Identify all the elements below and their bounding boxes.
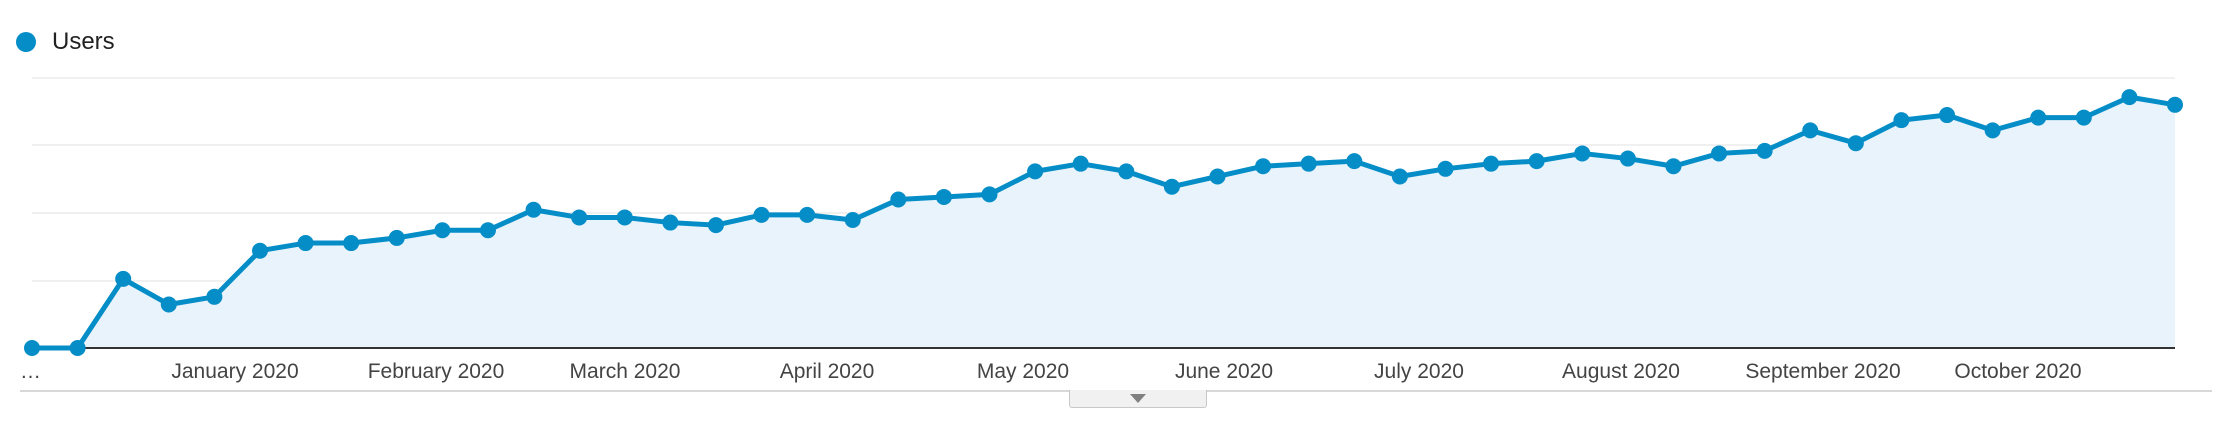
- x-tick-label: July 2020: [1374, 360, 1464, 383]
- data-point: [1756, 142, 1773, 159]
- data-point: [1027, 163, 1044, 180]
- data-point: [1984, 122, 2001, 139]
- data-point: [24, 340, 40, 356]
- data-point: [1939, 107, 1956, 124]
- data-point: [1847, 135, 1864, 152]
- data-point: [1255, 158, 1272, 175]
- data-point: [343, 235, 360, 252]
- data-point: [1528, 153, 1545, 170]
- chevron-down-icon: [1130, 394, 1146, 403]
- data-point: [206, 288, 223, 305]
- data-point: [2030, 109, 2047, 126]
- data-point: [1346, 153, 1363, 170]
- data-point: [525, 201, 542, 218]
- data-point: [1619, 150, 1636, 167]
- data-point: [890, 191, 907, 208]
- data-point: [251, 242, 268, 259]
- data-point: [479, 222, 496, 239]
- data-point: [2121, 89, 2138, 106]
- data-point: [1391, 168, 1408, 185]
- chart-legend: Users: [16, 28, 115, 56]
- x-tick-label: September 2020: [1745, 360, 1900, 383]
- data-point: [571, 209, 588, 226]
- x-tick-label: January 2020: [171, 360, 298, 383]
- data-point: [753, 206, 770, 223]
- data-point: [297, 235, 314, 252]
- data-point: [2167, 96, 2183, 113]
- x-tick-label: May 2020: [977, 360, 1069, 383]
- data-point: [1437, 160, 1454, 177]
- expand-chart-button[interactable]: [1069, 390, 1207, 408]
- x-tick-label: April 2020: [780, 360, 875, 383]
- data-point: [935, 188, 952, 205]
- data-point: [844, 212, 861, 228]
- data-point: [1118, 163, 1135, 180]
- data-point: [1163, 178, 1180, 195]
- data-point: [434, 222, 451, 239]
- x-tick-label: February 2020: [368, 360, 505, 383]
- series-area-users: [32, 97, 2175, 349]
- x-tick-label: March 2020: [570, 360, 681, 383]
- data-point: [1665, 158, 1682, 175]
- data-point: [160, 296, 177, 313]
- x-tick-label: October 2020: [1954, 360, 2081, 383]
- data-point: [388, 229, 405, 246]
- data-point: [799, 206, 816, 223]
- legend-dot-icon: [16, 32, 36, 52]
- data-point: [662, 214, 679, 231]
- data-point: [1209, 168, 1226, 185]
- data-point: [1300, 155, 1317, 172]
- data-point: [1802, 122, 1819, 139]
- x-tick-label: June 2020: [1175, 360, 1273, 383]
- data-point: [981, 186, 998, 203]
- data-point: [1574, 145, 1591, 162]
- data-point: [1072, 155, 1089, 172]
- legend-label-users: Users: [52, 28, 115, 55]
- data-point: [707, 217, 724, 234]
- data-point: [1483, 155, 1500, 172]
- x-tick-label: …: [20, 360, 41, 383]
- data-point: [1893, 112, 1910, 129]
- data-point: [69, 340, 86, 356]
- data-point: [1711, 145, 1728, 162]
- data-point: [616, 209, 633, 226]
- data-point: [2075, 109, 2092, 126]
- x-tick-label: August 2020: [1562, 360, 1680, 383]
- data-point: [115, 270, 132, 287]
